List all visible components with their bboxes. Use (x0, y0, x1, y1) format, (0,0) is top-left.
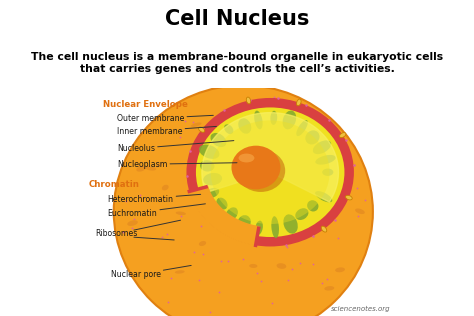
Ellipse shape (255, 221, 263, 235)
Text: Ribosomes: Ribosomes (95, 229, 137, 238)
Ellipse shape (335, 267, 345, 272)
Text: Nucleoplasm: Nucleoplasm (117, 160, 237, 169)
Ellipse shape (199, 241, 206, 246)
Ellipse shape (322, 168, 333, 176)
Ellipse shape (176, 211, 186, 215)
Ellipse shape (305, 131, 319, 144)
Ellipse shape (186, 98, 354, 246)
Ellipse shape (324, 286, 334, 290)
Ellipse shape (211, 120, 329, 224)
Ellipse shape (196, 107, 345, 237)
Ellipse shape (249, 264, 257, 268)
Ellipse shape (246, 97, 251, 104)
Ellipse shape (283, 111, 296, 129)
Ellipse shape (128, 220, 138, 226)
Ellipse shape (271, 216, 279, 238)
Text: Outer membrane: Outer membrane (117, 114, 213, 123)
Ellipse shape (295, 208, 309, 220)
Ellipse shape (203, 173, 222, 185)
Ellipse shape (315, 155, 336, 165)
Ellipse shape (296, 120, 308, 136)
Ellipse shape (321, 226, 327, 232)
Ellipse shape (355, 209, 365, 214)
Ellipse shape (236, 149, 285, 192)
Text: Chromatin: Chromatin (89, 180, 139, 189)
Text: Euchromatin: Euchromatin (108, 204, 205, 218)
Ellipse shape (339, 133, 346, 137)
Ellipse shape (297, 99, 301, 106)
Ellipse shape (145, 166, 156, 171)
Ellipse shape (205, 188, 219, 198)
Ellipse shape (199, 127, 205, 132)
Ellipse shape (217, 198, 228, 210)
Ellipse shape (238, 154, 255, 162)
Ellipse shape (210, 133, 227, 147)
Text: The cell nucleus is a membrane-bound organelle in eukaryotic cells
that carries : The cell nucleus is a membrane-bound org… (31, 52, 443, 74)
Polygon shape (189, 186, 259, 245)
Text: sciencenotes.org: sciencenotes.org (331, 306, 390, 312)
Text: Heterochromatin: Heterochromatin (108, 194, 201, 204)
Ellipse shape (224, 124, 233, 134)
Ellipse shape (313, 140, 331, 154)
Ellipse shape (283, 214, 298, 234)
Ellipse shape (155, 163, 162, 167)
Ellipse shape (114, 85, 373, 316)
Ellipse shape (162, 185, 169, 191)
Ellipse shape (270, 111, 277, 125)
Ellipse shape (238, 118, 251, 134)
Text: Cell Nucleus: Cell Nucleus (165, 9, 309, 29)
Ellipse shape (346, 195, 352, 200)
Polygon shape (202, 112, 338, 202)
Text: Nucleolus: Nucleolus (117, 141, 234, 153)
Ellipse shape (191, 123, 201, 127)
Ellipse shape (231, 146, 281, 189)
Ellipse shape (226, 207, 238, 220)
Ellipse shape (175, 270, 185, 274)
Ellipse shape (315, 191, 332, 202)
Text: Nuclear pore: Nuclear pore (110, 265, 191, 279)
Ellipse shape (254, 111, 263, 129)
Text: Nuclear Envelope: Nuclear Envelope (103, 100, 188, 109)
Ellipse shape (200, 160, 214, 172)
Ellipse shape (307, 200, 319, 211)
Text: Inner membrane: Inner membrane (117, 126, 217, 136)
Ellipse shape (199, 144, 219, 159)
Ellipse shape (276, 263, 286, 269)
Ellipse shape (237, 215, 251, 229)
Ellipse shape (137, 166, 146, 172)
